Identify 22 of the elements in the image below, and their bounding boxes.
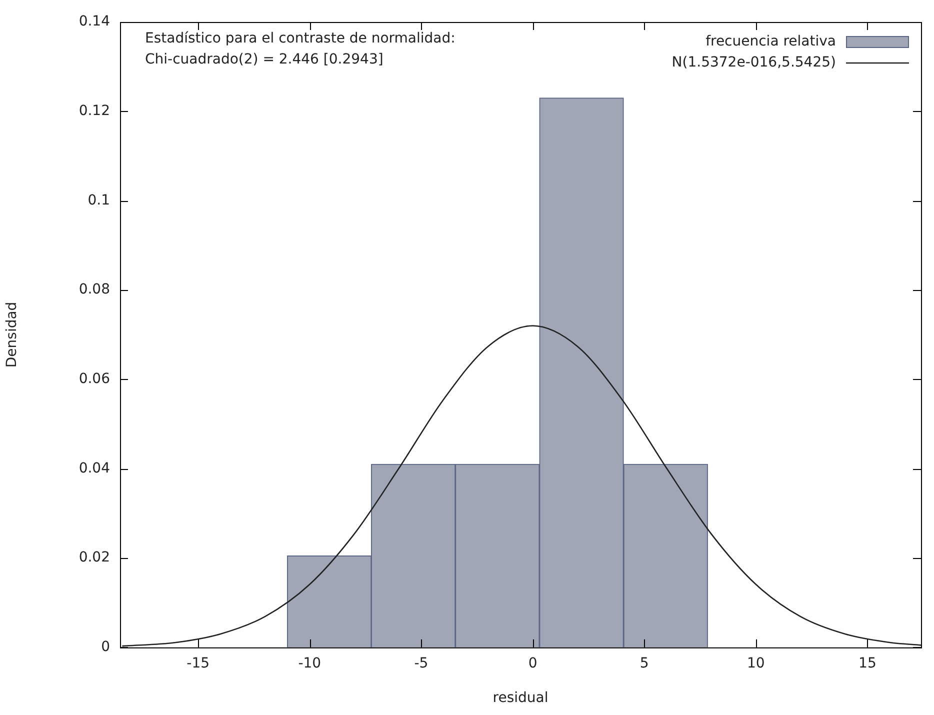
y-tick-label: 0.06 <box>78 371 110 388</box>
annotation: Estadístico para el contraste de normalidad: <box>145 30 456 47</box>
annotation: Chi-cuadrado(2) = 2.446 [0.2943] <box>145 52 384 68</box>
x-tick-label: 10 <box>746 655 765 672</box>
y-tick-label: 0 <box>101 639 110 656</box>
x-tick-label: -15 <box>186 655 210 672</box>
y-axis-title: Densidad <box>4 302 20 368</box>
y-tick-label: 0.02 <box>78 550 110 566</box>
x-tick-label: 5 <box>640 655 649 672</box>
y-tick-label: 0.12 <box>78 102 110 119</box>
y-tick-label: 0.1 <box>88 192 110 208</box>
x-tick-label: 0 <box>528 655 538 672</box>
y-tick-label: 0.08 <box>78 282 110 298</box>
x-axis-title: residual <box>492 690 548 706</box>
x-tick-label: -5 <box>414 655 428 672</box>
legend-label: N(1.5372e-016,5.5425) <box>672 54 836 71</box>
x-tick-label: 15 <box>858 655 876 672</box>
line-series <box>122 325 921 647</box>
x-tick-label: -10 <box>298 655 322 672</box>
y-tick-label: 0.04 <box>78 460 110 476</box>
legend-label: frecuencia relativa <box>706 34 836 50</box>
y-tick-label: 0.14 <box>78 14 110 30</box>
